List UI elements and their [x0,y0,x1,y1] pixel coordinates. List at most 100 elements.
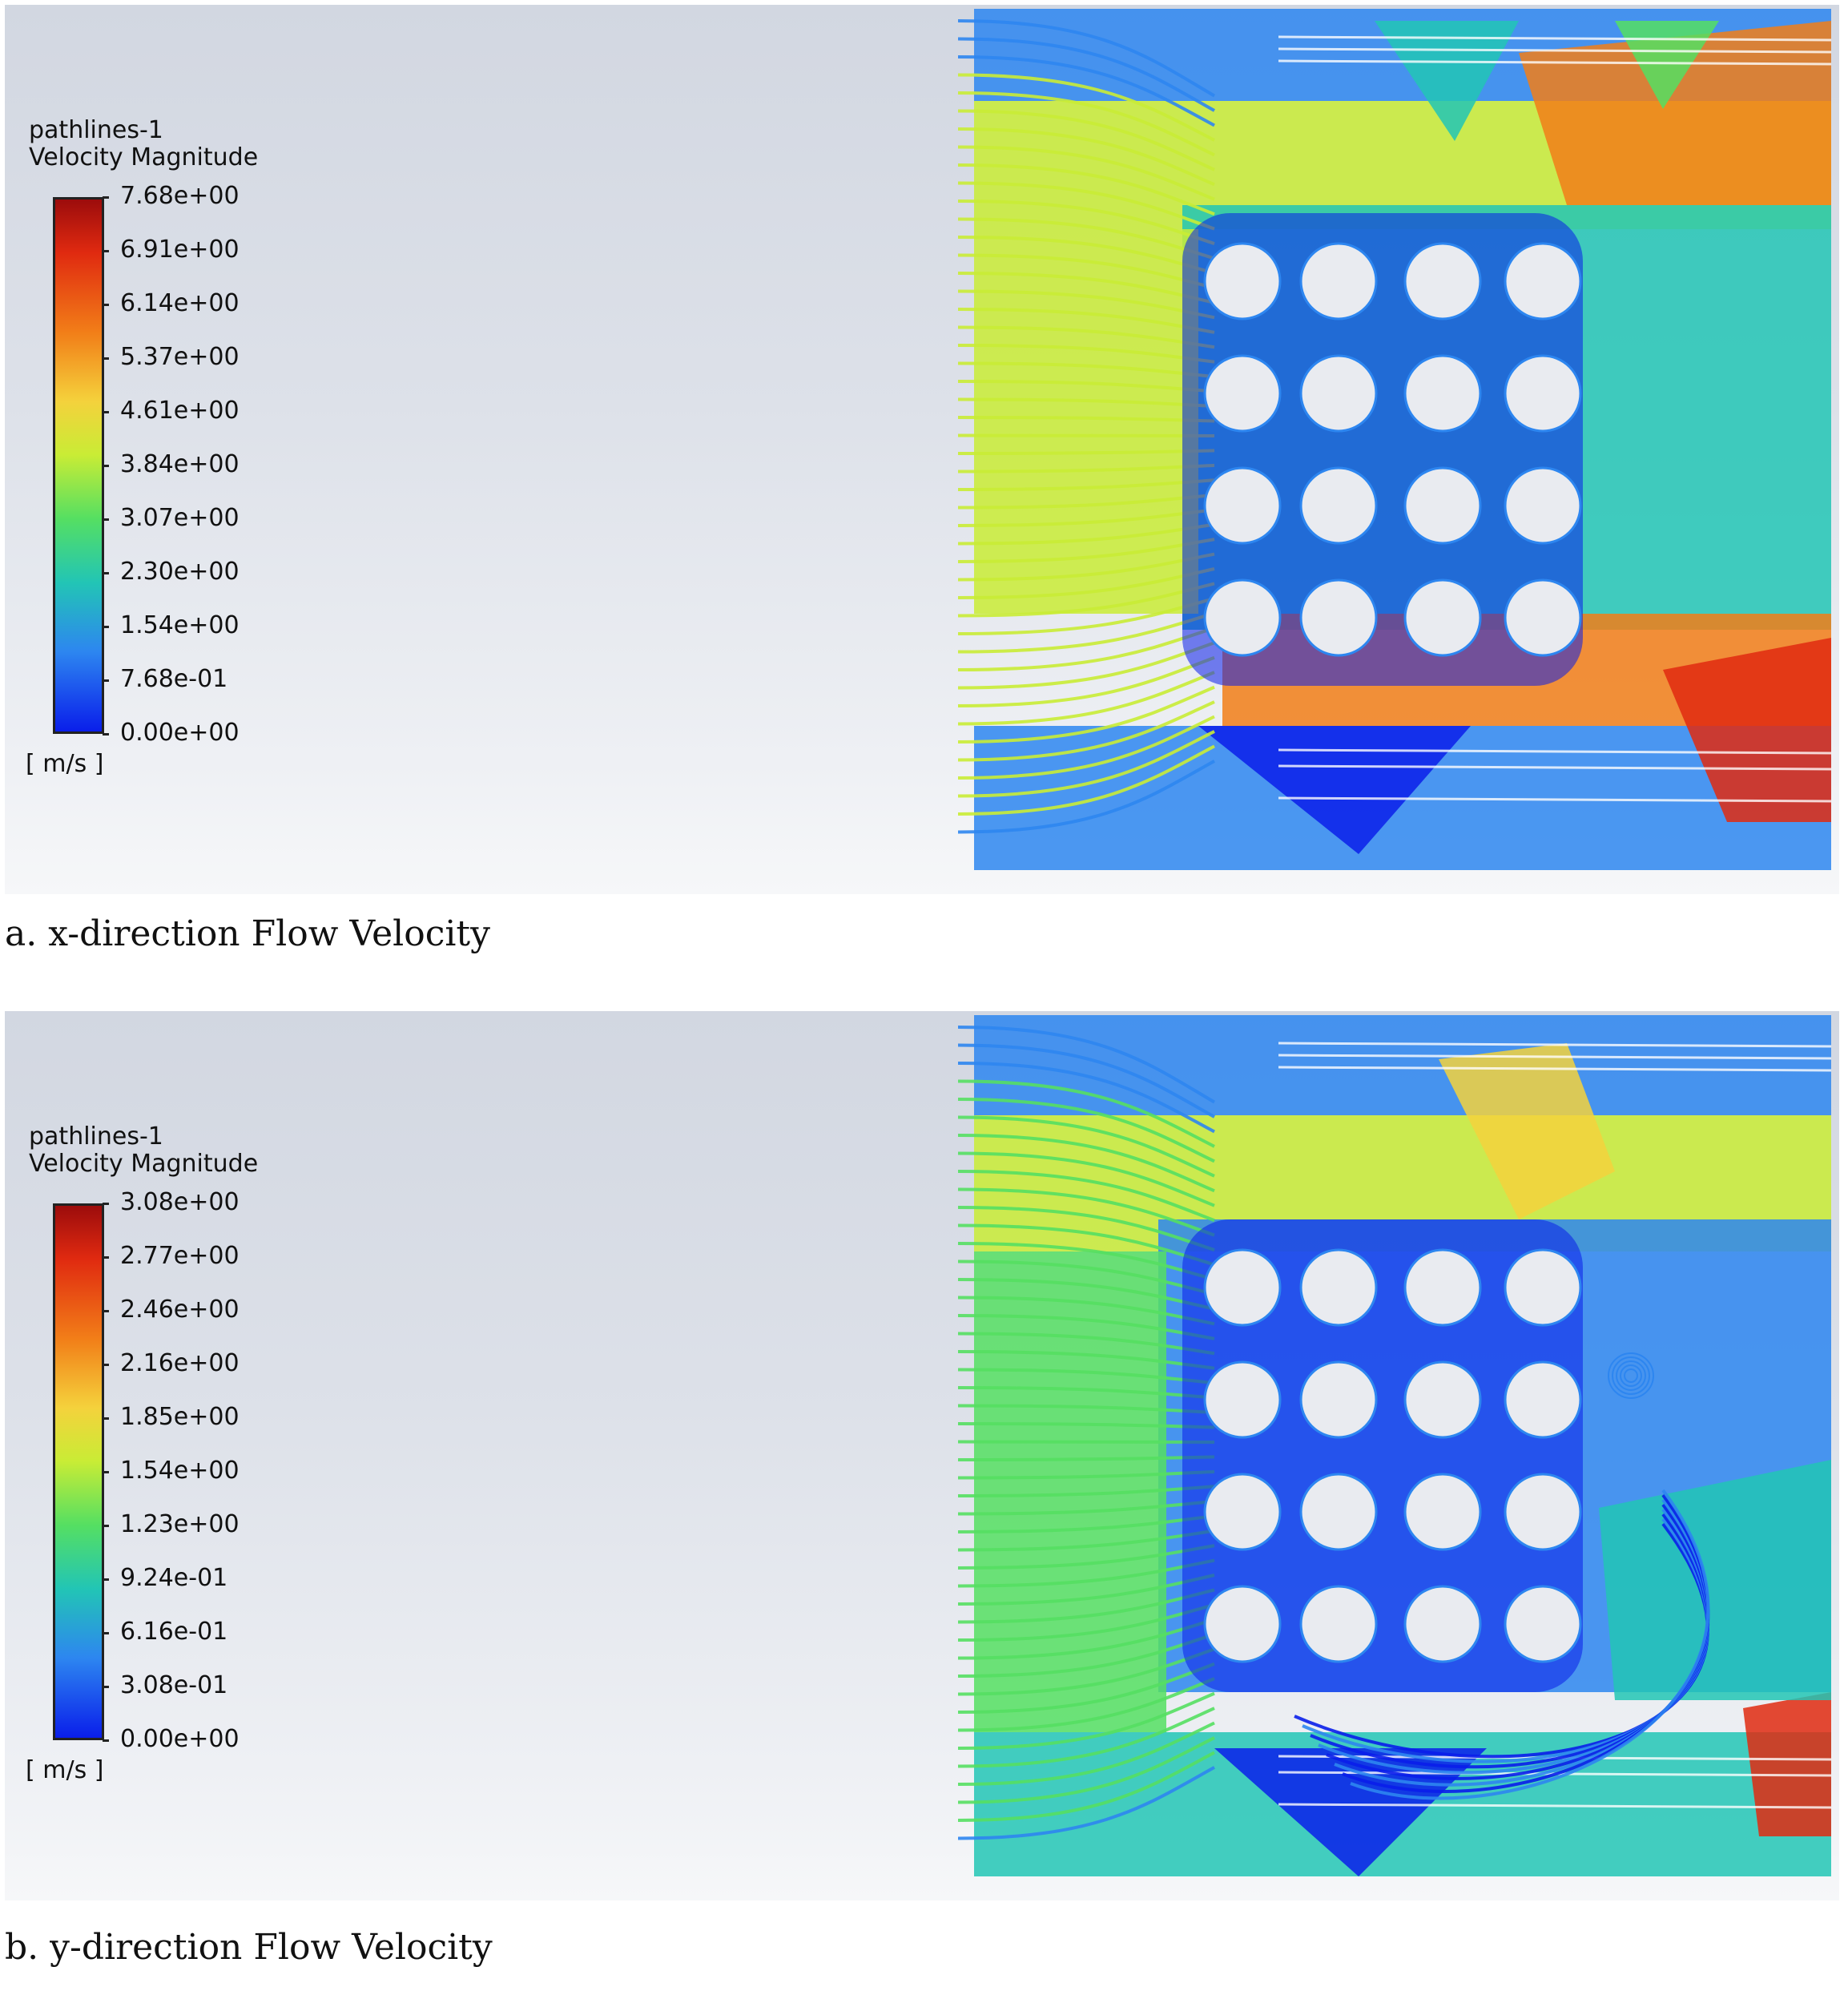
colorbar-ticks: 7.68e+00 6.91e+00 6.14e+00 5.37e+00 4.61e+00… [103,183,264,747]
cylinder [1403,578,1482,657]
pathline [958,163,1215,216]
cylinder [1203,354,1282,433]
pathline [958,109,1215,171]
pathline [958,1170,1215,1223]
legend-title-line2: Velocity Magnitude [29,1150,259,1178]
legend-title-line1: pathlines-1 [29,116,163,144]
colorbar-tick-label: 1.23e+00 [120,1510,240,1538]
pathline [958,1151,1215,1207]
panel-x-direction: pathlines-1 Velocity Magnitude 7.68e+00 6… [5,5,1839,894]
flow-region [1214,1748,1487,1876]
colorbar-tick-label: 6.14e+00 [120,289,240,317]
cylinder [1504,466,1582,545]
pathline [1278,47,1832,54]
cylinder [1504,1585,1582,1663]
cylinder [1403,242,1482,320]
pathline [958,1691,1215,1750]
colorbar-tick-label: 3.84e+00 [120,450,240,478]
pathline [1278,59,1832,66]
pathline [1278,1054,1832,1060]
pathline [958,1721,1215,1786]
cylinder [1504,1473,1582,1551]
cylinder [1403,1473,1482,1551]
flow-region [1198,726,1471,854]
colorbar-tick-label: 5.37e+00 [120,343,240,371]
colorbar-tick-label: 1.85e+00 [120,1403,240,1431]
pathline [958,1187,1215,1237]
pathline [958,73,1215,142]
flow-region [1439,1043,1615,1219]
pathline [958,1079,1215,1148]
pathline [958,181,1215,231]
vortex-ring [1612,1356,1650,1395]
cylinder [1299,1473,1378,1551]
pathline [958,1707,1215,1768]
legend-title: pathlines-1 Velocity Magnitude [29,117,258,171]
vortex-ring [1620,1364,1642,1387]
pathline [1278,748,1832,755]
colorbar [53,197,104,734]
pathline [958,655,1215,707]
colorbar-tick-label: 7.68e-01 [120,665,228,693]
cylinder-bank-flow [1182,213,1583,686]
cylinder [1403,466,1482,545]
cylinder [1403,1360,1482,1439]
colorbar-tick-label: 2.30e+00 [120,558,240,586]
cylinder [1504,354,1582,433]
cylinder [1299,354,1378,433]
pathline [958,1062,1215,1134]
flow-region [974,1015,1831,1115]
cylinder-bank-flow [1182,1219,1583,1692]
panel-y-direction: pathlines-1 Velocity Magnitude 3.08e+00 2… [5,1011,1839,1900]
cylinder [1299,1585,1378,1663]
pathline [958,199,1215,245]
pathline [958,1766,1215,1840]
colorbar-tick-label: 3.08e-01 [120,1671,228,1699]
cylinder [1203,1585,1282,1663]
cylinder [1504,242,1582,320]
cylinder [1203,1473,1282,1551]
colorbar-tick-label: 2.77e+00 [120,1242,240,1270]
figure-caption: a. x-direction Flow Velocity [5,913,490,954]
colorbar-tick-label: 7.68e+00 [120,182,240,210]
flow-region [1599,1460,1831,1700]
colorbar-tick-label: 3.07e+00 [120,504,240,532]
pathline [958,37,1215,112]
cylinder [1299,1360,1378,1439]
pathline [958,1206,1215,1251]
legend-title-line1: pathlines-1 [29,1122,163,1151]
colorbar-tick-label: 1.54e+00 [120,611,240,639]
velocity-legend: pathlines-1 Velocity Magnitude 3.08e+00 2… [21,1122,261,1785]
pathline [958,744,1215,816]
pathline [958,1677,1215,1732]
legend-unit: [ m/s ] [26,1756,104,1784]
pathline [958,760,1215,834]
pathline [1278,764,1832,771]
flow-region [1615,21,1719,109]
colorbar-tick-label: 0.00e+00 [120,719,240,747]
colorbar-tick-label: 6.16e-01 [120,1618,228,1646]
cylinder [1203,242,1282,320]
vortex-ring [1608,1352,1654,1399]
pathline [1278,796,1832,803]
vortex-ring [1616,1360,1646,1391]
velocity-legend: pathlines-1 Velocity Magnitude 7.68e+00 6… [21,117,264,779]
flow-region [1743,1692,1831,1836]
flow-region [1663,638,1831,822]
colorbar-tick-label: 6.91e+00 [120,236,240,264]
pathline [958,730,1215,798]
figure-caption: b. y-direction Flow Velocity [5,1927,493,1968]
colorbar [53,1203,104,1740]
cylinder [1504,1248,1582,1327]
pathline [958,1026,1216,1104]
pathline [958,1751,1215,1822]
pathline [1278,1042,1832,1048]
cylinder [1299,466,1378,545]
pathline [1278,1803,1832,1809]
pathline [958,715,1215,780]
pathline [958,671,1215,726]
colorbar-tick-label: 3.08e+00 [120,1188,240,1216]
cylinder [1299,242,1378,320]
flow-region [1519,21,1831,205]
pathline [958,91,1215,157]
